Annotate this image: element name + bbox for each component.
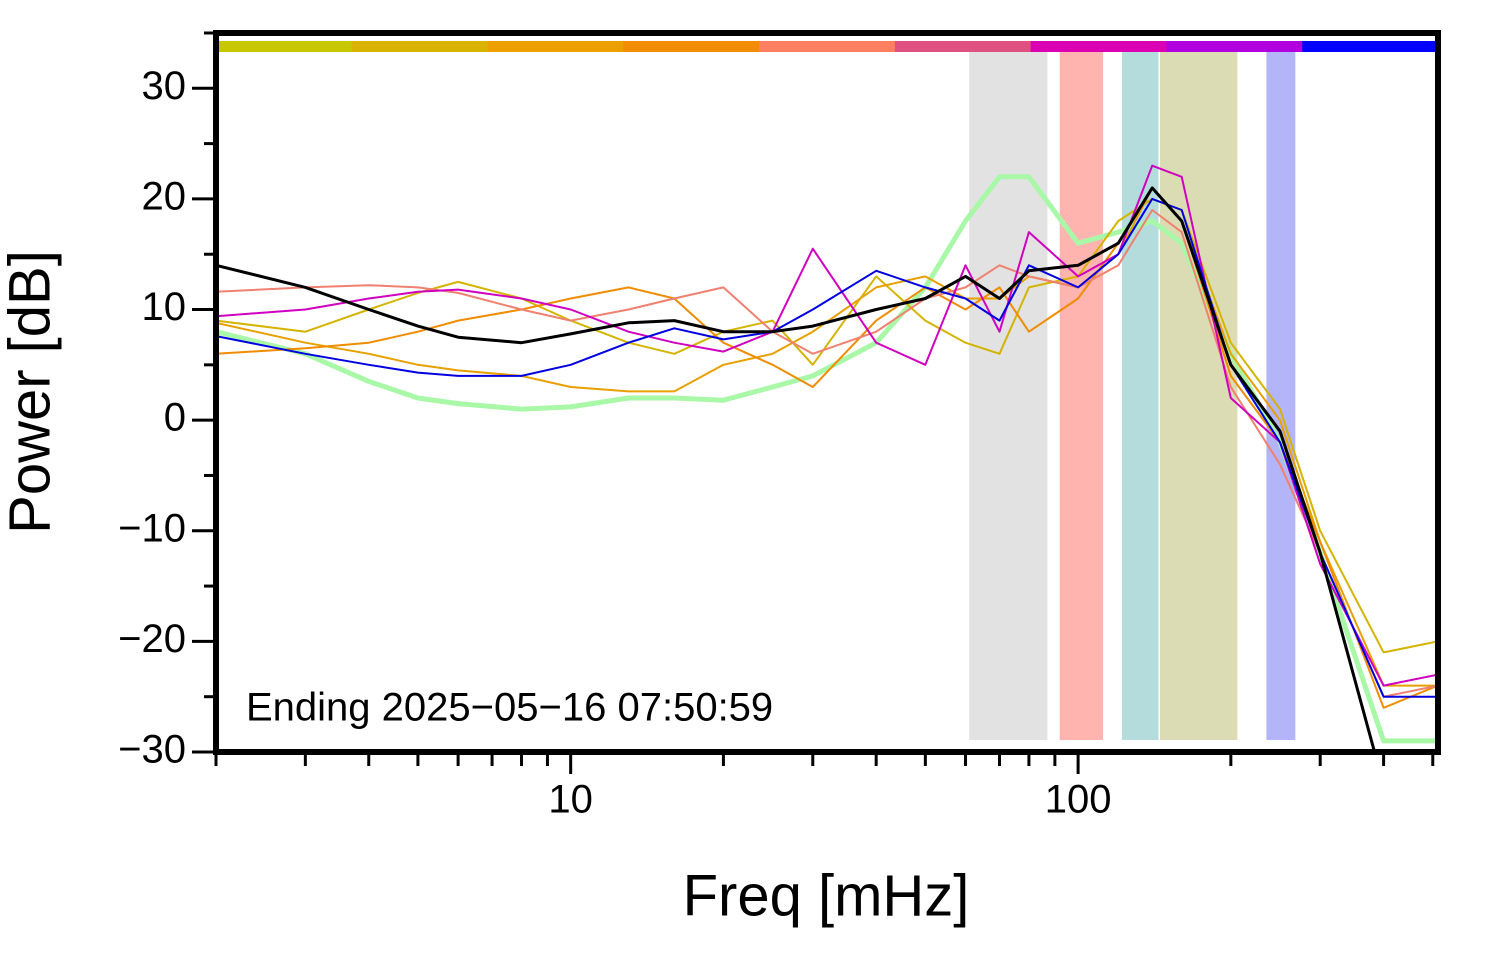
top-bar-segment: [1302, 41, 1439, 52]
top-bar-segment: [1030, 41, 1167, 52]
series-line: [216, 186, 1438, 687]
series-line: [216, 186, 1377, 752]
lines: [216, 164, 1438, 752]
series-line: [216, 209, 1438, 698]
top-bar-segment: [351, 41, 489, 52]
y-tick-label: 30: [142, 64, 187, 108]
band: [1059, 52, 1104, 740]
y-tick-label: −20: [118, 617, 186, 661]
y-tick-label: 10: [142, 285, 187, 329]
top-bar-segment: [487, 41, 624, 52]
band: [1159, 52, 1238, 740]
series-line: [216, 174, 1438, 744]
y-tick-label: 0: [164, 396, 186, 440]
y-tick-label: −10: [118, 506, 186, 550]
band: [1121, 52, 1159, 740]
series-line: [216, 197, 1438, 654]
x-tick-label: 10: [548, 778, 593, 822]
top-bar-segment: [623, 41, 760, 52]
plot-frame: [213, 30, 1441, 755]
x-axis-title: Freq [mHz]: [683, 863, 970, 928]
top-bar-segment: [1166, 41, 1303, 52]
y-axis-title: Power [dB]: [0, 250, 62, 534]
y-tick-label: 20: [142, 174, 187, 218]
y-tick-label: −30: [118, 728, 186, 772]
series-line: [216, 197, 1438, 698]
top-bar-segment: [759, 41, 896, 52]
top-bar-segment: [216, 41, 353, 52]
series-line: [216, 186, 1438, 709]
series-line: [216, 164, 1438, 687]
band: [969, 52, 1048, 740]
top-bar-segment: [894, 41, 1032, 52]
annotation: Ending 2025−05−16 07:50:59: [246, 686, 773, 730]
x-tick-label: 100: [1045, 778, 1112, 822]
axes: −30 −20 −10 0 10 20 30 10 100: [118, 31, 1439, 822]
